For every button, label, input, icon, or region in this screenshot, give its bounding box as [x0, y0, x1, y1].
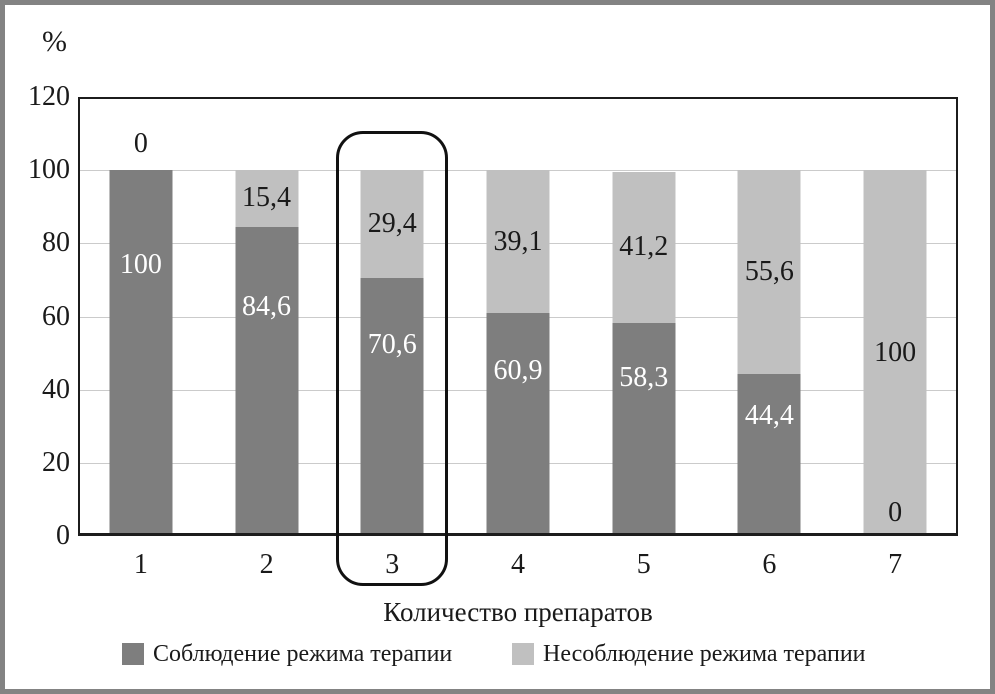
legend-swatch-nonadherence — [512, 643, 534, 665]
bar-segment-adherence — [486, 313, 550, 536]
bar-segment-nonadherence — [737, 170, 801, 374]
value-label-adherence: 60,9 — [493, 355, 543, 387]
value-label-adherence: 58,3 — [619, 362, 669, 394]
legend-label: Несоблюдение режима терапии — [543, 641, 866, 667]
bar-segment-adherence — [737, 373, 801, 536]
bar-group-2: 84,6 15,4 — [204, 97, 330, 536]
y-tick-label-120: 120 — [28, 81, 70, 112]
bar-group-4: 60,9 39,1 — [455, 97, 581, 536]
value-label-nonadherence: 41,2 — [619, 231, 669, 263]
x-tick-label-2: 2 — [259, 549, 274, 580]
x-tick-label-3: 3 — [385, 549, 400, 580]
bar-group-5: 58,3 41,2 — [581, 97, 707, 536]
value-label-nonadherence: 55,6 — [744, 255, 794, 287]
legend-item-nonadherence: Несоблюдение режима терапии — [512, 641, 866, 667]
x-tick-label-6: 6 — [762, 549, 777, 580]
y-axis-unit-label: % — [42, 25, 67, 58]
y-tick-label-60: 60 — [42, 300, 70, 332]
bar-group-1: 100 0 — [78, 97, 204, 536]
bar-segment-nonadherence — [235, 170, 299, 227]
y-tick-label-40: 40 — [42, 373, 70, 405]
value-label-adherence: 0 — [888, 497, 903, 528]
value-label-nonadherence: 39,1 — [493, 225, 543, 257]
x-axis-title: Количество препаратов — [383, 597, 653, 627]
value-label-adherence: 44,4 — [744, 399, 794, 431]
value-label-nonadherence: 15,4 — [242, 182, 292, 214]
y-tick-label-100: 100 — [28, 154, 70, 186]
y-tick-label-20: 20 — [42, 446, 70, 478]
bar-group-3: 70,6 29,4 — [329, 97, 455, 536]
legend-item-adherence: Соблюдение режима терапии — [122, 641, 452, 667]
bar-segment-adherence — [360, 277, 424, 536]
y-tick-label-0: 0 — [56, 520, 70, 551]
x-tick-label-1: 1 — [133, 549, 148, 580]
y-tick-label-80: 80 — [42, 227, 70, 259]
bar-segment-nonadherence — [486, 170, 550, 314]
value-label-adherence: 100 — [119, 249, 162, 281]
x-tick-label-7: 7 — [888, 549, 903, 580]
bar-segment-adherence — [235, 226, 299, 536]
bar-segment-adherence — [612, 322, 676, 536]
bar-segment-adherence — [109, 170, 173, 536]
bar-group-7: 0 100 — [832, 97, 958, 536]
value-label-adherence: 84,6 — [242, 290, 292, 322]
plot-area: 100 0 84,6 15,4 70,6 29,4 60,9 39,1 58,3 41,2 44,4… — [78, 97, 958, 536]
bar-segment-nonadherence — [863, 170, 927, 536]
x-tick-label-5: 5 — [636, 549, 651, 580]
legend-label: Соблюдение режима терапии — [153, 641, 453, 667]
legend-swatch-adherence — [122, 643, 144, 665]
x-tick-label-4: 4 — [511, 549, 525, 580]
bar-segment-nonadherence — [612, 172, 676, 323]
bar-group-6: 44,4 55,6 — [707, 97, 833, 536]
value-label-nonadherence: 29,4 — [367, 207, 417, 239]
value-label-nonadherence: 100 — [874, 337, 917, 369]
value-label-adherence: 70,6 — [367, 328, 417, 360]
bar-segment-nonadherence — [360, 170, 424, 278]
value-label-nonadherence: 0 — [133, 128, 148, 160]
